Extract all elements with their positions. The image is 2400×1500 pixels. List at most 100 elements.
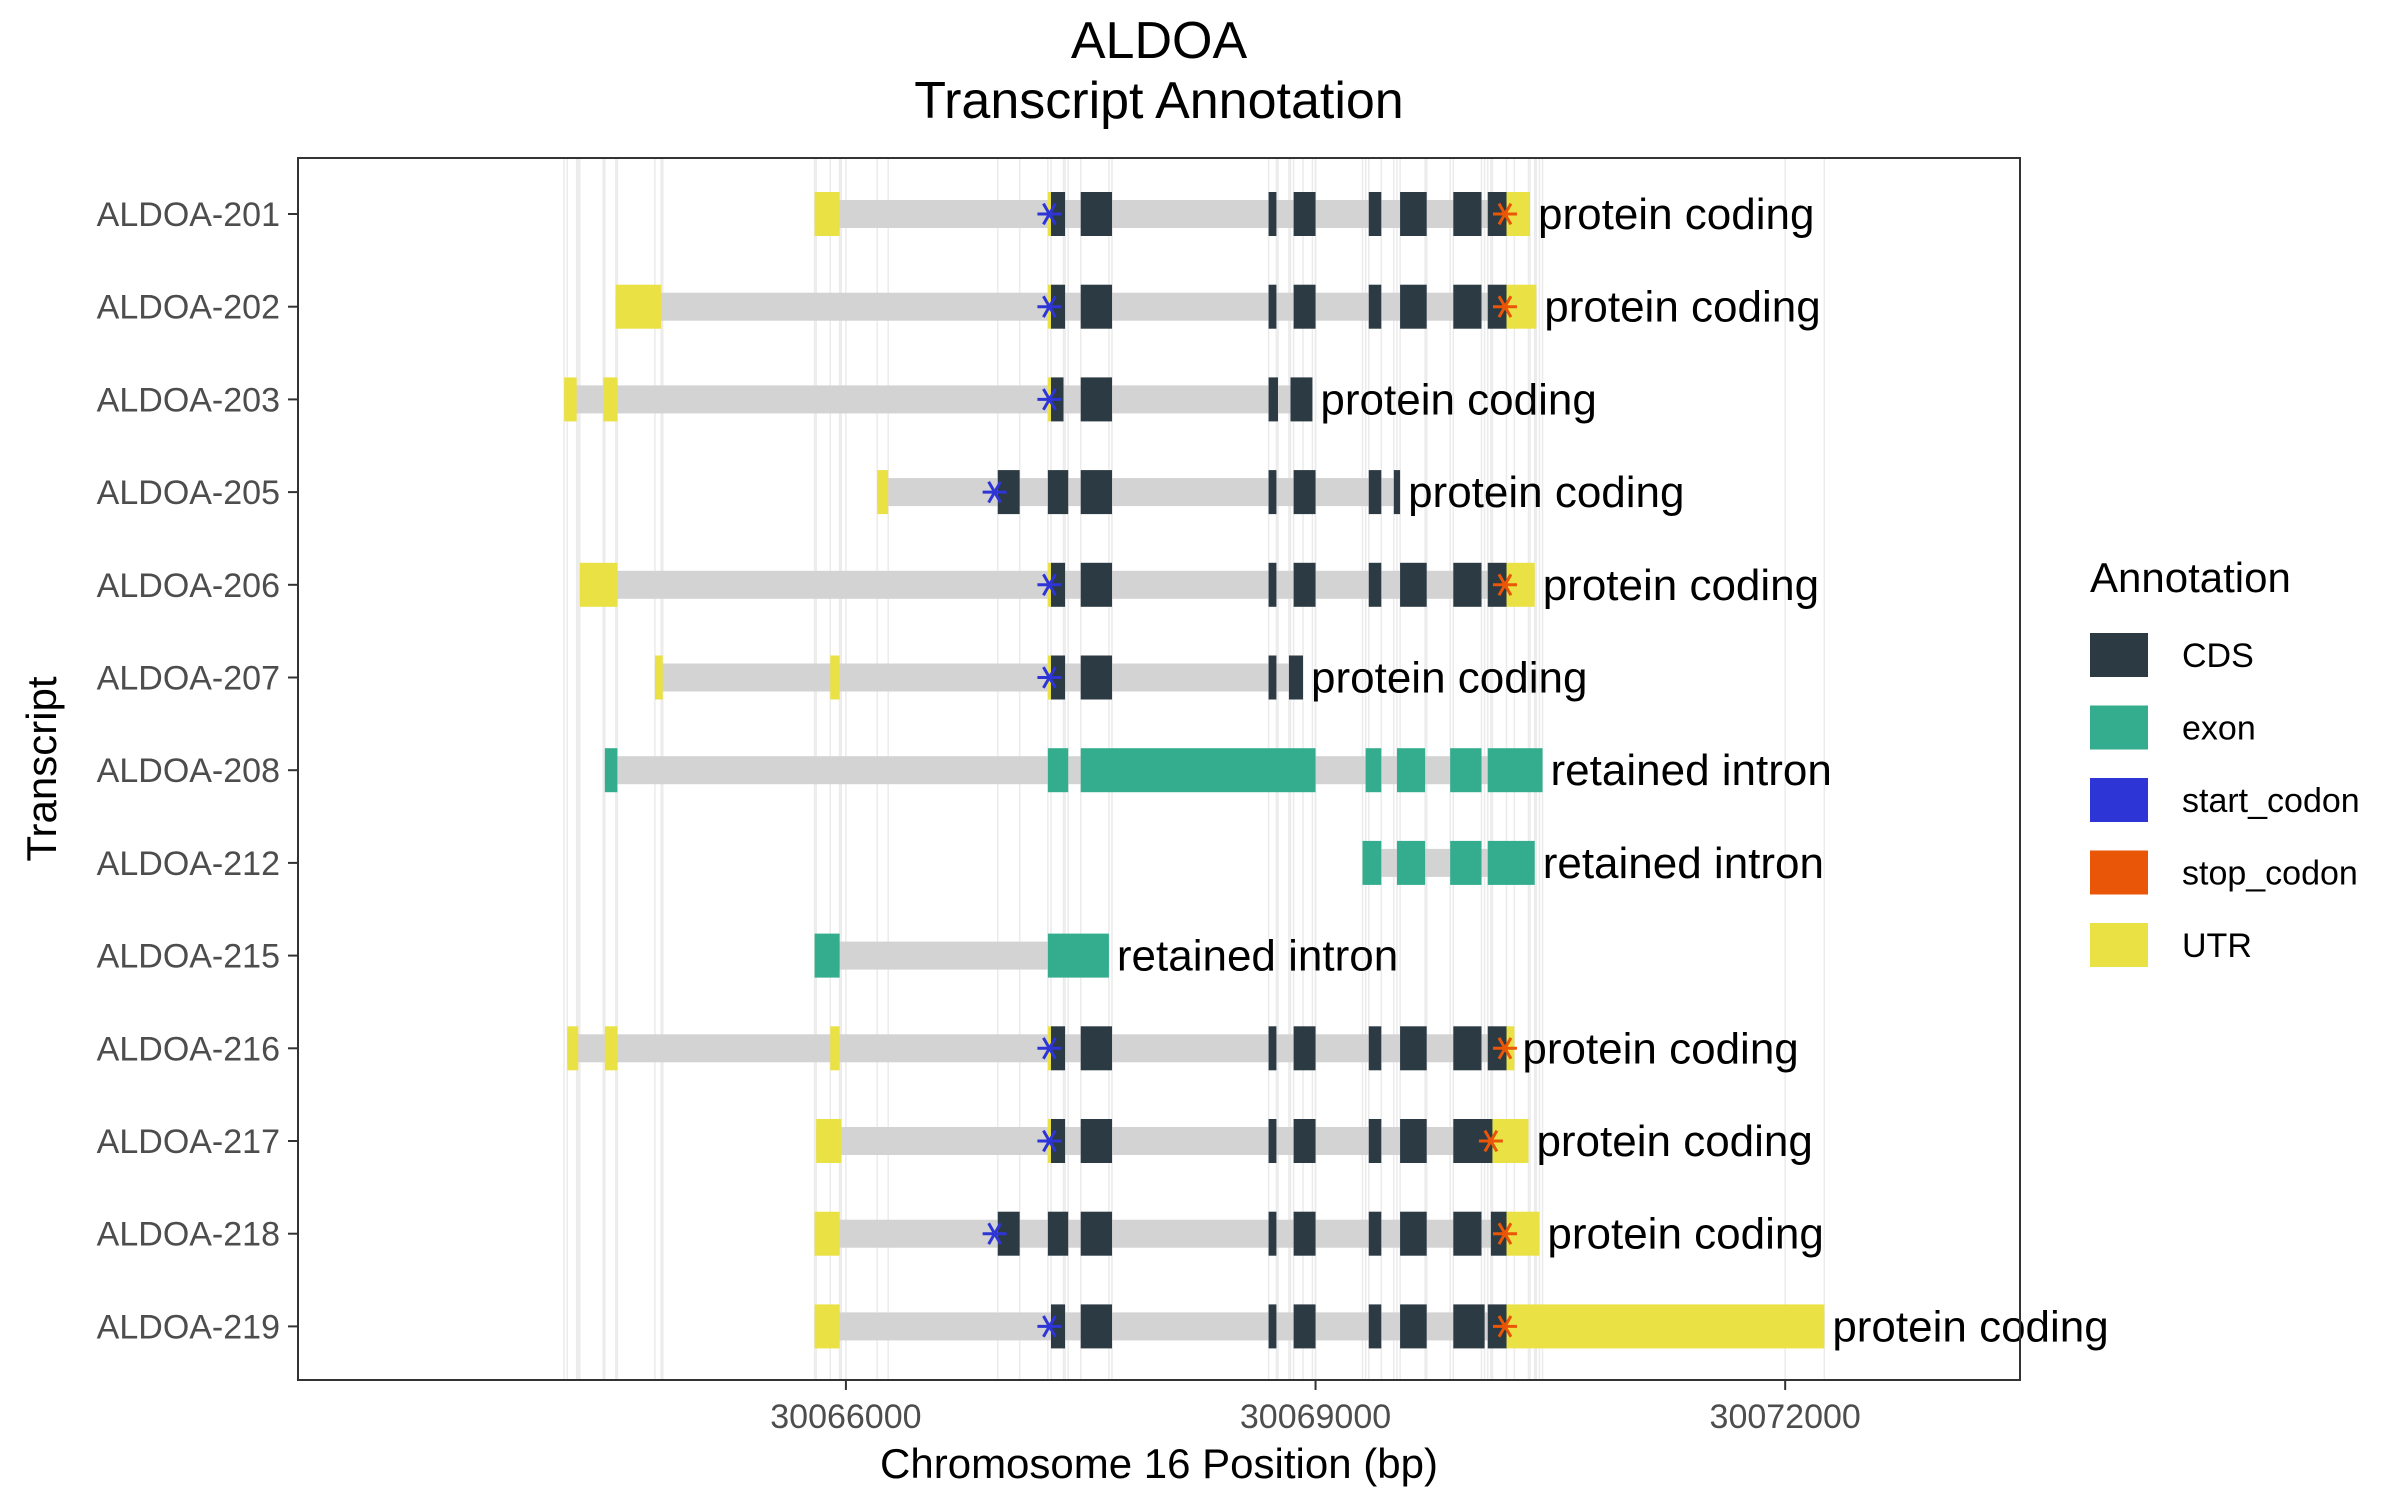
start-codon-marker <box>1037 573 1062 596</box>
chart-title-line1: ALDOA <box>1071 12 1248 70</box>
start-codon-marker-stroke <box>1042 573 1057 596</box>
utr-block <box>1506 192 1531 236</box>
cds-block <box>1368 192 1382 236</box>
start-codon-marker <box>1037 295 1062 318</box>
cds-block <box>1080 1026 1113 1071</box>
y-tick-label: ALDOA-208 <box>97 752 280 790</box>
y-tick-label: ALDOA-202 <box>97 289 280 327</box>
biotype-label: protein coding <box>1543 561 1819 610</box>
cds-block <box>1368 284 1382 329</box>
biotype-label: protein coding <box>1311 654 1587 703</box>
cds-block <box>1400 192 1427 236</box>
intron-line <box>877 478 1401 507</box>
start-codon-marker-stroke <box>1042 295 1057 318</box>
x-axis-title: Chromosome 16 Position (bp) <box>880 1440 1438 1487</box>
start-codon-marker <box>1037 1037 1062 1060</box>
biotype-label: protein coding <box>1320 375 1596 424</box>
cds-block <box>1080 377 1113 422</box>
legend-label-exon: exon <box>2182 710 2256 748</box>
cds-block <box>1368 1119 1382 1163</box>
cds-block <box>1393 470 1401 515</box>
utr-block <box>816 1119 842 1163</box>
cds-block <box>1368 470 1382 515</box>
cds-block <box>1293 192 1316 236</box>
exon-block <box>1487 748 1543 793</box>
stop-codon-marker <box>1492 1037 1517 1060</box>
biotype-label: protein coding <box>1408 468 1684 517</box>
cds-block <box>1268 1119 1277 1163</box>
utr-block <box>830 1026 840 1071</box>
stop-codon-marker <box>1492 202 1517 226</box>
block-layer <box>564 192 1825 1349</box>
exon-block <box>1396 748 1426 793</box>
cds-block <box>1268 470 1277 515</box>
biotype-label: protein coding <box>1522 1024 1798 1073</box>
biotype-label: protein coding <box>1544 283 1820 332</box>
cds-block <box>997 470 1020 515</box>
exon-block <box>1362 840 1382 885</box>
start-codon-marker-stroke <box>1042 1129 1057 1153</box>
cds-block <box>1368 1026 1382 1071</box>
cds-block <box>1080 284 1113 329</box>
cds-block <box>1400 284 1427 329</box>
cds-block <box>1400 1304 1427 1349</box>
cds-block <box>1080 1304 1113 1349</box>
start-codon-marker <box>1037 388 1062 411</box>
cds-block <box>1453 562 1482 607</box>
exon-block <box>1365 748 1382 793</box>
start-codon-marker <box>982 480 1007 504</box>
y-tick-label: ALDOA-216 <box>97 1030 280 1068</box>
legend-swatch-CDS <box>2090 633 2148 677</box>
utr-block <box>830 655 840 700</box>
legend-swatch-exon <box>2090 705 2148 750</box>
cds-block <box>1368 562 1382 607</box>
utr-block <box>615 284 662 329</box>
cds-block <box>1080 1211 1113 1256</box>
stop-codon-marker-stroke <box>1497 1222 1513 1245</box>
cds-block <box>1268 1026 1277 1071</box>
legend-label-stop-codon: stop_codon <box>2182 855 2358 893</box>
start-codon-marker-stroke <box>987 1222 1002 1245</box>
start-codon-marker <box>1037 1315 1062 1338</box>
cds-block <box>1368 1304 1382 1349</box>
legend-label-start-codon: start_codon <box>2182 782 2360 820</box>
stop-codon-marker-stroke <box>1497 295 1513 318</box>
intron-line <box>814 1219 1540 1248</box>
intron-line <box>654 663 1304 692</box>
stop-codon-marker <box>1478 1129 1503 1153</box>
legend-swatch-stop-codon <box>2090 850 2148 895</box>
utr-block <box>1506 1304 1825 1349</box>
cds-block <box>1290 377 1313 422</box>
utr-block <box>579 562 618 607</box>
y-tick-label: ALDOA-219 <box>97 1308 280 1346</box>
cds-block <box>1268 377 1278 422</box>
stop-codon-marker-stroke <box>1497 202 1513 226</box>
cds-block <box>1268 1304 1277 1349</box>
start-codon-marker <box>1037 202 1062 226</box>
intron-line <box>564 385 1313 414</box>
y-tick-label: ALDOA-201 <box>97 196 280 234</box>
y-tick-label: ALDOA-207 <box>97 660 280 698</box>
cds-block <box>1293 1211 1316 1256</box>
start-codon-marker-stroke <box>1042 388 1057 411</box>
cds-block <box>1293 1304 1316 1349</box>
cds-block <box>997 1211 1020 1256</box>
exon-block <box>1396 840 1426 885</box>
utr-block <box>814 1211 840 1256</box>
exon-block <box>1450 840 1482 885</box>
cds-block <box>1293 1119 1316 1163</box>
cds-block <box>1400 1026 1427 1071</box>
stop-codon-marker <box>1492 1222 1517 1245</box>
y-tick-label: ALDOA-212 <box>97 845 280 883</box>
legend-swatch-start-codon <box>2090 778 2148 822</box>
biotype-label: retained intron <box>1117 932 1398 981</box>
biotype-label-layer: protein coding protein coding protein codi… <box>1117 190 2109 1351</box>
y-axis: ALDOA-219 ALDOA-218 ALDOA-217 ALDOA-216 ALDO… <box>97 196 298 1346</box>
biotype-label: protein coding <box>1536 1117 1812 1166</box>
cds-block <box>1047 470 1069 515</box>
cds-block <box>1268 1211 1277 1256</box>
cds-block <box>1453 284 1482 329</box>
biotype-label: retained intron <box>1551 746 1832 795</box>
start-codon-marker-stroke <box>1042 1037 1057 1060</box>
